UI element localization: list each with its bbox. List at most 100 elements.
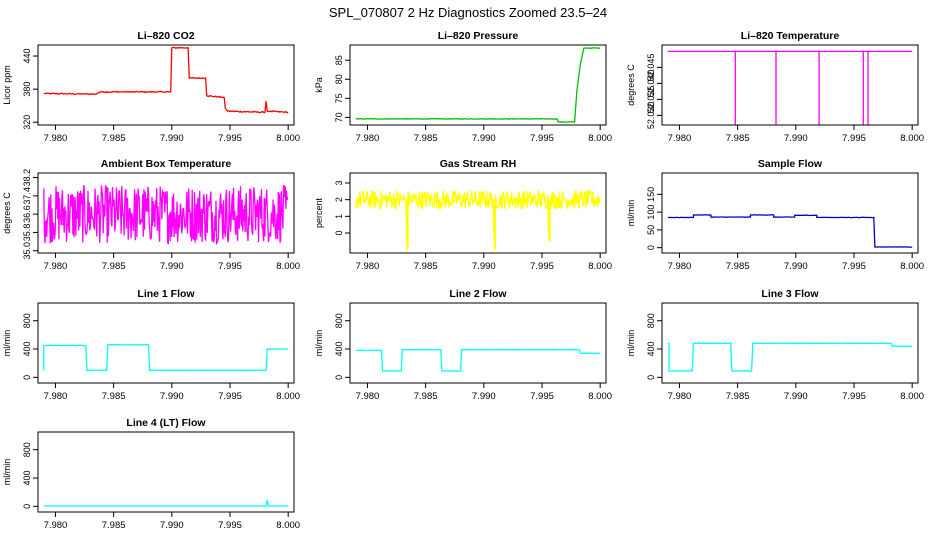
- x-tick-label: 7.980: [44, 391, 68, 402]
- x-tick-label: 8.000: [588, 261, 612, 272]
- y-tick-label: 38.2: [22, 169, 32, 187]
- y-tick-label: 80: [334, 74, 344, 84]
- y-tick-label: 0: [22, 375, 32, 380]
- y-tick-label: 1: [334, 214, 344, 219]
- x-tick-label: 7.990: [160, 133, 184, 144]
- x-tick-label: 7.980: [668, 133, 692, 144]
- x-tick-label: 7.990: [160, 520, 184, 531]
- x-tick-label: 7.980: [356, 261, 380, 272]
- x-tick-label: 7.995: [530, 133, 554, 144]
- series-line: [355, 189, 601, 251]
- x-tick-label: 8.000: [900, 261, 924, 272]
- x-tick-label: 7.980: [44, 261, 68, 272]
- y-axis-label: Licor ppm: [2, 65, 12, 105]
- x-tick-label: 7.990: [472, 133, 496, 144]
- y-axis-label: ml/min: [626, 200, 636, 227]
- series-line: [667, 214, 913, 248]
- x-tick-label: 7.995: [842, 133, 866, 144]
- y-tick-label: 400: [334, 342, 344, 357]
- x-tick-label: 7.990: [160, 261, 184, 272]
- y-tick-label: 35.0: [22, 242, 32, 260]
- y-tick-label: 3: [334, 180, 344, 185]
- plot-frame: [37, 302, 295, 384]
- x-tick-label: 7.990: [784, 133, 808, 144]
- y-axis-label: ml/min: [2, 330, 12, 357]
- y-tick-label: 440: [22, 49, 32, 64]
- y-tick-label: 800: [646, 313, 656, 328]
- x-tick-label: 7.985: [102, 391, 126, 402]
- panel-li820-pressure: Li–820 Pressure 7.980 7.985 7.990 7.995 8.000…: [314, 30, 612, 144]
- y-tick-label: 85: [334, 55, 344, 65]
- y-tick-label: 800: [22, 313, 32, 328]
- x-tick-label: 7.990: [472, 391, 496, 402]
- panel-line-2-flow: Line 2 Flow 7.980 7.985 7.990 7.995 8.000 0 400…: [314, 288, 612, 402]
- y-tick-label: 37.4: [22, 187, 32, 205]
- series-line: [43, 184, 289, 246]
- y-tick-label: 0: [334, 375, 344, 380]
- y-tick-label: 0: [334, 230, 344, 235]
- panel-line-3-flow: Line 3 Flow 7.980 7.985 7.990 7.995 8.000 0 400…: [626, 288, 924, 402]
- x-tick-label: 7.985: [102, 261, 126, 272]
- y-axis-label: degrees C: [2, 192, 12, 234]
- panel-gas-stream-rh: Gas Stream RH 7.980 7.985 7.990 7.995 8.000 0 1…: [314, 158, 612, 272]
- y-tick-label: 100: [646, 205, 656, 220]
- series-line: [43, 343, 289, 372]
- panel-title: Ambient Box Temperature: [101, 158, 232, 170]
- panel-title: Li–820 Temperature: [741, 30, 840, 42]
- y-tick-label: 70: [334, 112, 344, 122]
- y-tick-label: 0: [646, 245, 656, 250]
- y-axis-label: ml/min: [314, 330, 324, 357]
- y-axis-label: ml/min: [626, 330, 636, 357]
- y-axis-label: kPa: [314, 77, 324, 93]
- plot-frame: [661, 302, 919, 384]
- panel-title: Li–820 CO2: [137, 30, 194, 42]
- panel-title: Line 3 Flow: [761, 288, 819, 300]
- plot-frame: [349, 172, 607, 254]
- y-tick-label: 320: [22, 115, 32, 130]
- y-axis-label: ml/min: [2, 459, 12, 486]
- plot-frame: [661, 172, 919, 254]
- x-tick-label: 7.990: [472, 261, 496, 272]
- y-tick-label: 400: [22, 471, 32, 486]
- figure-title: SPL_070807 2 Hz Diagnostics Zoomed 23.5–…: [329, 5, 607, 20]
- x-tick-label: 7.985: [726, 133, 750, 144]
- x-tick-label: 7.995: [530, 261, 554, 272]
- plot-frame: [37, 431, 295, 513]
- x-tick-label: 7.995: [842, 261, 866, 272]
- x-tick-label: 8.000: [276, 391, 300, 402]
- x-tick-label: 7.980: [356, 391, 380, 402]
- y-tick-label: 75: [334, 93, 344, 103]
- x-tick-label: 7.985: [414, 391, 438, 402]
- x-tick-label: 7.990: [784, 261, 808, 272]
- y-tick-label: 800: [334, 313, 344, 328]
- x-tick-label: 7.995: [218, 261, 242, 272]
- x-tick-label: 7.995: [218, 391, 242, 402]
- plot-frame: [37, 172, 295, 254]
- x-tick-label: 8.000: [588, 391, 612, 402]
- x-tick-label: 7.985: [414, 261, 438, 272]
- panel-title: Sample Flow: [758, 158, 823, 170]
- y-tick-label: 0: [646, 375, 656, 380]
- y-tick-label: 150: [646, 187, 656, 202]
- x-tick-label: 7.980: [668, 391, 692, 402]
- series-line: [355, 348, 601, 372]
- panel-title: Gas Stream RH: [440, 158, 516, 170]
- y-tick-label: 52.045: [646, 54, 656, 82]
- y-axis-label: percent: [314, 197, 324, 228]
- panel-title: Line 4 (LT) Flow: [126, 417, 206, 429]
- x-tick-label: 7.995: [218, 520, 242, 531]
- y-tick-label: 0: [22, 504, 32, 509]
- x-tick-label: 8.000: [276, 520, 300, 531]
- panel-line-4-lt-flow: Line 4 (LT) Flow 7.980 7.985 7.990 7.995 8.00…: [2, 417, 300, 531]
- panel-li820-co2: Li–820 CO2 7.980 7.985 7.990 7.995 8.000 320 38…: [2, 30, 300, 144]
- x-tick-label: 7.985: [726, 391, 750, 402]
- x-tick-label: 8.000: [900, 133, 924, 144]
- y-tick-label: 2: [334, 197, 344, 202]
- panel-li820-temperature: Li–820 Temperature 7.980 7.985 7.990 7.995 8.…: [626, 30, 924, 144]
- plot-frame: [349, 44, 607, 126]
- panel-sample-flow: Sample Flow 7.980 7.985 7.990 7.995 8.000 0 50 1…: [626, 158, 924, 272]
- panel-line-1-flow: Line 1 Flow 7.980 7.985 7.990 7.995 8.000 0 400…: [2, 288, 300, 402]
- y-tick-label: 36.6: [22, 205, 32, 223]
- series-line: [355, 47, 601, 123]
